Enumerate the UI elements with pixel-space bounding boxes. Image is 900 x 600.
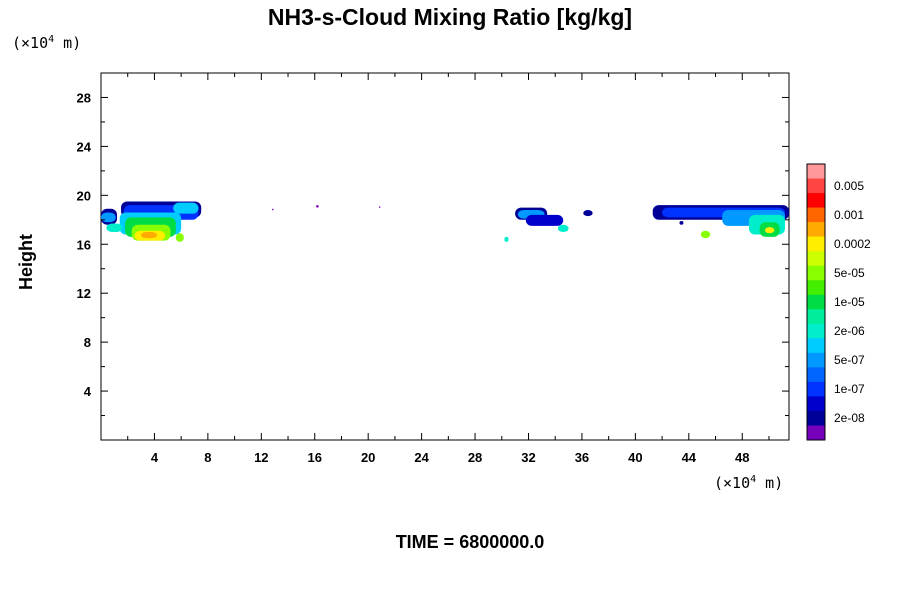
colorbar-segment-16 [807, 396, 825, 412]
cloud-mid-puff [583, 210, 593, 217]
colorbar-label-6: 5e-07 [834, 353, 865, 367]
cloud-speck-3 [378, 206, 381, 208]
x-tick-label-10: 44 [682, 450, 697, 465]
colorbar-segment-4 [807, 222, 825, 237]
colorbar-segment-13 [807, 352, 825, 368]
cloud-left-lobe [106, 223, 123, 233]
cloud-mid-tail [557, 224, 569, 233]
y-tick-label-3: 16 [77, 237, 91, 252]
cloud-left-orange [141, 232, 158, 239]
colorbar-segment-14 [807, 367, 825, 383]
y-tick-label-1: 8 [84, 335, 91, 350]
colorbar-segment-7 [807, 265, 825, 281]
cloud-speck-1 [271, 208, 274, 211]
x-tick-label-8: 36 [575, 450, 589, 465]
colorbar-segment-8 [807, 280, 825, 296]
colorbar-label-7: 1e-07 [834, 382, 865, 396]
x-tick-label-1: 8 [204, 450, 211, 465]
colorbar-label-0: 0.005 [834, 179, 864, 193]
colorbar-segment-9 [807, 294, 825, 310]
chart-title: NH3-s-Cloud Mixing Ratio [kg/kg] [267, 4, 633, 30]
x-tick-label-5: 24 [414, 450, 429, 465]
colorbar-segment-12 [807, 338, 825, 354]
cloud-speck-2 [316, 205, 319, 208]
cloud-left-top-core [173, 202, 199, 214]
cloud-right-yellow [764, 227, 775, 234]
y-unit-suffix: m) [54, 34, 82, 52]
x-tick-label-2: 12 [254, 450, 268, 465]
x-unit-exponent: 4 [750, 474, 757, 485]
x-tick-label-0: 4 [151, 450, 159, 465]
colorbar-label-1: 0.001 [834, 208, 864, 222]
x-tick-label-11: 48 [735, 450, 749, 465]
cloud-mid-speck [504, 236, 509, 242]
y-axis-unit: (×104 m) [12, 34, 81, 52]
cloud-left-satellite [175, 233, 184, 242]
time-label: TIME = 6800000.0 [395, 532, 545, 552]
y-unit-exponent: 4 [48, 34, 55, 45]
x-unit-prefix: (×10 [714, 474, 751, 492]
colorbar-segment-17 [807, 410, 825, 426]
colorbar-segment-18 [807, 425, 825, 441]
colorbar-label-2: 0.0002 [834, 237, 871, 251]
y-tick-label-2: 12 [77, 286, 91, 301]
colorbar-segment-2 [807, 193, 825, 208]
colorbar-label-4: 1e-05 [834, 295, 865, 309]
y-unit-prefix: (×10 [12, 34, 49, 52]
colorbar-segment-0 [807, 164, 825, 179]
x-tick-label-3: 16 [308, 450, 322, 465]
colorbar-segment-1 [807, 178, 825, 194]
colorbar-label-5: 2e-06 [834, 324, 865, 338]
cloud-right-satellite [700, 230, 711, 239]
cloud-mid-trail [525, 214, 564, 226]
colorbar-label-3: 5e-05 [834, 266, 865, 280]
x-unit-suffix: m) [756, 474, 784, 492]
y-tick-label-4: 20 [77, 188, 91, 203]
y-tick-label-5: 24 [77, 139, 92, 154]
colorbar-segment-5 [807, 236, 825, 252]
colorbar-label-8: 2e-08 [834, 411, 865, 425]
colorbar-segment-11 [807, 323, 825, 339]
colorbar-frame [806, 163, 826, 441]
y-tick-label-6: 28 [77, 90, 91, 105]
colorbar-segment-15 [807, 381, 825, 397]
y-tick-label-0: 4 [84, 384, 92, 399]
x-axis-unit: (×104 m) [714, 474, 783, 492]
colorbar-segment-10 [807, 309, 825, 325]
x-tick-label-4: 20 [361, 450, 375, 465]
x-tick-label-7: 32 [521, 450, 535, 465]
x-tick-label-6: 28 [468, 450, 482, 465]
colorbar-segment-6 [807, 251, 825, 266]
plot-frame [100, 72, 790, 441]
x-tick-label-9: 40 [628, 450, 642, 465]
cloud-right-speck [679, 221, 684, 225]
colorbar-segment-3 [807, 207, 825, 223]
cloud-left-edge-core [101, 212, 116, 223]
